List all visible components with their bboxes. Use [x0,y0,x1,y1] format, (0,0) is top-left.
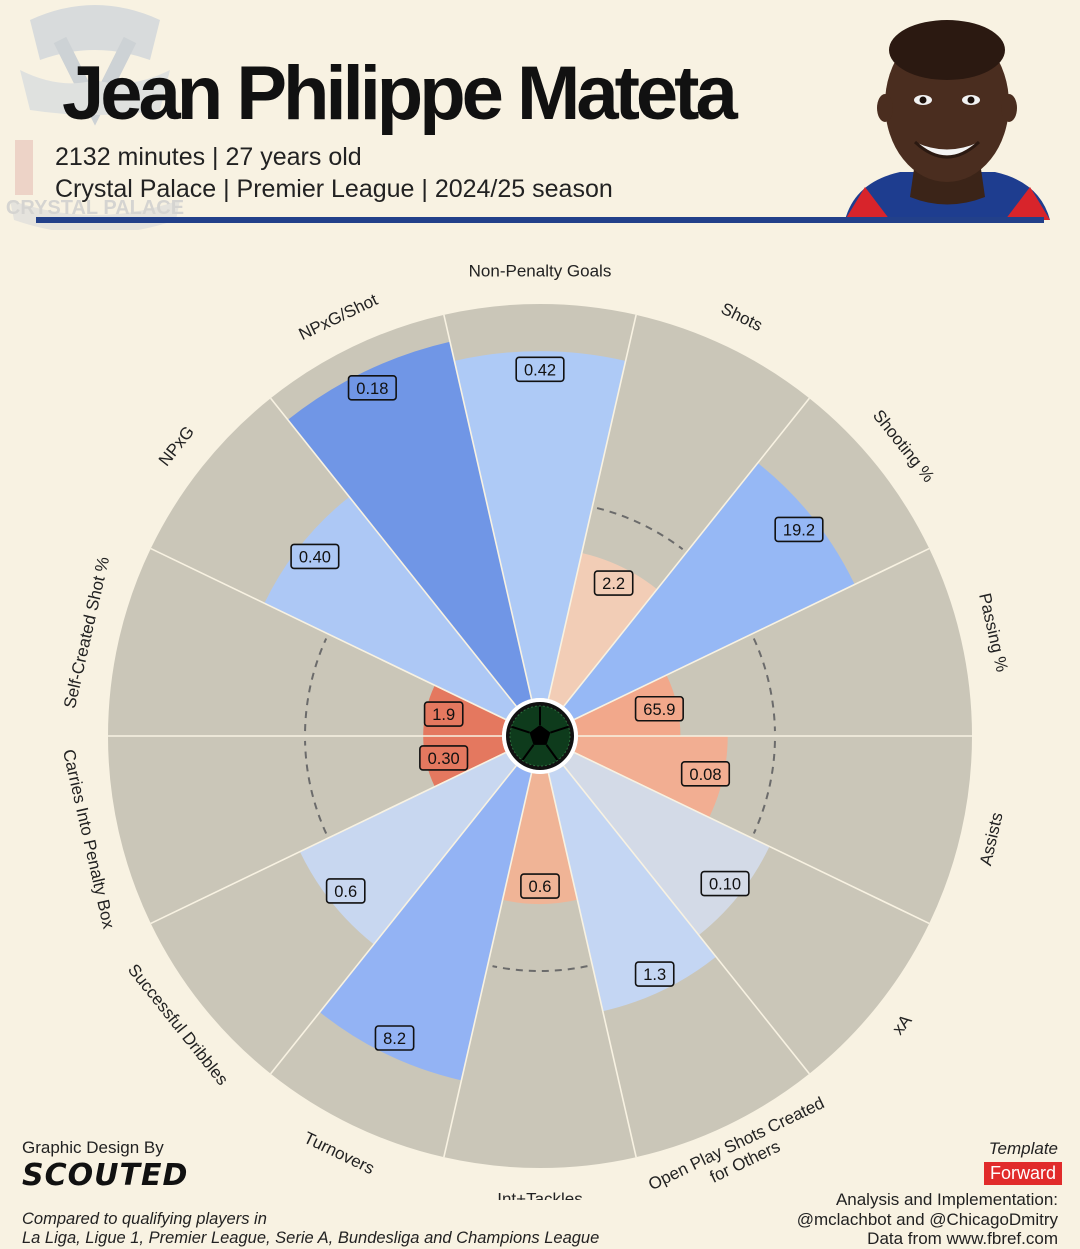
svg-text:65.9: 65.9 [643,701,675,719]
metric-value-label: 0.42 [515,356,565,383]
svg-text:1.3: 1.3 [643,966,666,984]
comparison-note-2: La Liga, Ligue 1, Premier League, Serie … [22,1229,600,1247]
slice-divider [563,397,810,707]
metric-bar [454,351,626,699]
metric-value-label: 0.40 [290,543,340,570]
slice-divider [443,314,533,700]
metric-category-label: Assists [976,811,1007,868]
svg-text:0.42: 0.42 [524,361,556,379]
metric-category-label: Carries Into Penalty Box [59,748,118,931]
slice-background [108,736,506,924]
metric-category-label: xA [888,1010,916,1038]
metric-value-label: 1.3 [634,961,675,987]
pizza-chart: 0.42 2.2 19.2 65.9 0.08 0.10 1.3 0.6 8.2 0.6 0.30 1… [59,261,1012,1200]
metric-bar [574,736,728,818]
svg-text:19.2: 19.2 [783,521,815,539]
metric-category-label: Turnovers [301,1128,378,1178]
svg-text:0.6: 0.6 [529,878,552,896]
metric-category-label: NPxG [155,422,198,469]
metric-category-label: Self-Created Shot % [60,555,113,710]
slice-divider [443,772,533,1158]
metric-value-label: 2.2 [593,570,634,596]
slice-divider [563,765,810,1075]
metric-value-label: 0.6 [520,873,560,899]
scouted-logo: SCOUTED [22,1158,189,1193]
data-source: Data from www.fbref.com [867,1229,1058,1248]
team-league-season-line: Crystal Palace | Premier League | 2024/2… [55,175,613,203]
svg-text:0.30: 0.30 [428,750,460,768]
metric-category-label: Non-Penalty Goals [469,261,612,280]
svg-text:0.40: 0.40 [299,548,331,566]
svg-text:1.9: 1.9 [432,706,455,724]
metric-value-label: 8.2 [374,1025,415,1051]
metric-bar [502,773,578,905]
player-info-line: 2132 minutes | 27 years old [55,143,362,171]
metric-value-label: 19.2 [774,516,824,543]
slice-divider [547,772,637,1158]
metric-bar [548,765,716,1012]
slice-background [574,548,972,736]
metric-value-label: 0.18 [347,375,397,401]
slice-divider [573,751,930,925]
svg-text:CRYSTAL PALACE: CRYSTAL PALACE [6,197,184,219]
comparison-note-1: Compared to qualifying players in [22,1210,267,1228]
template-badge: Forward [983,1162,1062,1185]
analysis-credit-label: Analysis and Implementation: [835,1190,1058,1209]
metric-category-label: Int+Tackles [497,1189,583,1200]
svg-text:0.18: 0.18 [356,380,388,398]
slice-divider [270,765,517,1075]
metric-value-label: 65.9 [634,695,684,722]
slice-background [443,773,637,1168]
slice-divider [573,547,930,721]
metric-category-label: Shots [718,299,765,335]
player-name: Jean Philippe Mateta [62,51,738,136]
metric-value-label: 0.6 [325,878,366,904]
header-divider [36,217,1044,223]
player-portrait [845,20,1050,220]
metric-value-label: 1.9 [423,701,464,727]
template-label: Template [988,1139,1058,1158]
slice-background [108,548,506,736]
slice-divider [547,314,637,700]
slice-divider [150,547,507,721]
metric-value-label: 0.08 [680,760,731,787]
svg-text:0.08: 0.08 [689,766,721,784]
design-credit-label: Graphic Design By [22,1138,164,1157]
analysis-credit-names: @mclachbot and @ChicagoDmitry [796,1210,1058,1229]
svg-text:0.6: 0.6 [334,883,357,901]
svg-text:8.2: 8.2 [383,1030,406,1048]
football-center-icon [502,698,578,774]
svg-text:2.2: 2.2 [602,575,625,593]
metric-category-label: Passing % [975,591,1011,674]
slice-divider [270,397,517,707]
svg-text:0.10: 0.10 [709,876,741,894]
metric-value-label: 0.10 [700,870,750,897]
metric-category-label: NPxG/Shot [296,290,381,344]
metric-value-label: 0.30 [419,745,469,771]
slice-divider [150,751,507,925]
